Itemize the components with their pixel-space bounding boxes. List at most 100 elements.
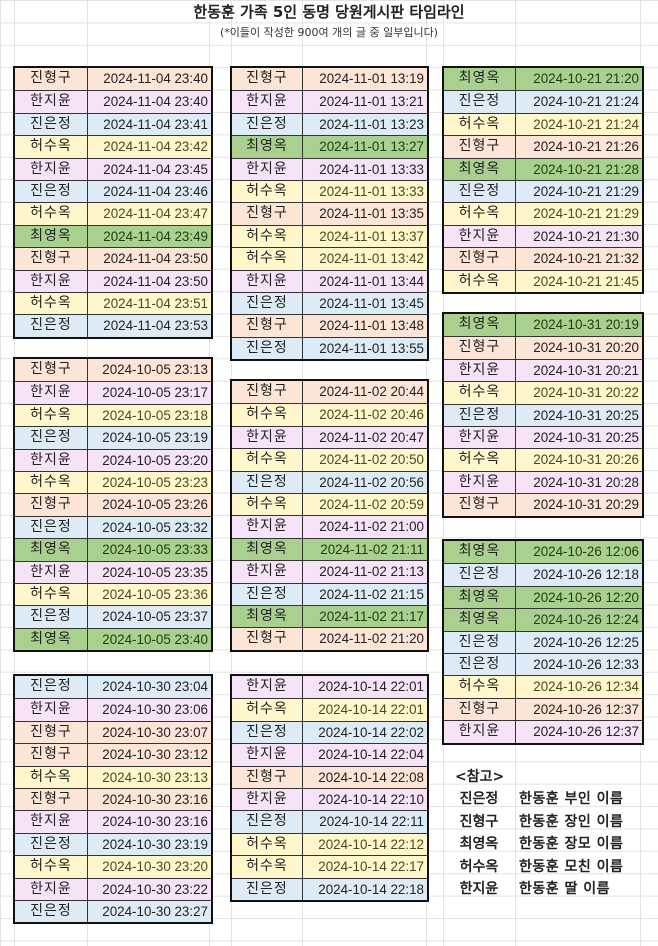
post-datetime-cell: 2024-10-30 23:06 — [102, 702, 208, 718]
table-row: 진은정 2024-10-14 22:02 — [232, 720, 427, 744]
table-row: 진형구 2024-10-31 20:29 — [444, 493, 642, 516]
author-name-cell: 한지윤 — [15, 158, 88, 180]
reference-legend: <참고> 진은정 한동훈 부인 이름 진형구 한동훈 장인 이름 최영옥 한동훈… — [443, 766, 643, 900]
post-datetime-cell: 2024-10-31 20:20 — [533, 340, 639, 356]
reference-name: 한지윤 — [459, 880, 499, 897]
reference-name: 최영옥 — [459, 836, 499, 853]
post-datetime-cell: 2024-11-02 21:11 — [320, 541, 424, 557]
table-row: 최영옥 2024-10-05 23:40 — [15, 627, 211, 651]
author-name-cell: 최영옥 — [444, 609, 516, 631]
table-row: 진형구 2024-10-30 23:07 — [15, 720, 211, 744]
author-name-cell: 허수옥 — [232, 699, 303, 721]
table-row: 진은정 2024-10-14 22:11 — [232, 810, 427, 833]
table-row: 한지윤 2024-10-05 23:17 — [15, 381, 211, 404]
post-datetime-cell: 2024-10-05 23:17 — [102, 385, 208, 401]
author-name-cell: 진형구 — [15, 68, 88, 91]
post-datetime-cell: 2024-11-04 23:42 — [103, 139, 208, 155]
timeline-table: 한지윤 2024-10-14 22:01 허수옥 2024-10-14 22:01 진은… — [230, 674, 429, 902]
author-name-cell: 진형구 — [15, 359, 88, 382]
author-name-cell: 진은정 — [232, 471, 303, 493]
table-row: 최영옥 2024-10-31 20:19 — [444, 314, 642, 337]
author-name-cell: 최영옥 — [232, 538, 303, 561]
table-row: 최영옥 2024-10-21 21:28 — [444, 157, 642, 180]
post-datetime-cell: 2024-10-05 23:33 — [102, 542, 208, 558]
author-name-cell: 한지윤 — [232, 158, 303, 180]
post-datetime-cell: 2024-10-30 23:16 — [102, 814, 208, 830]
table-row: 진은정 2024-10-14 22:18 — [232, 877, 427, 900]
post-datetime-cell: 2024-10-30 23:16 — [102, 791, 208, 807]
author-name-cell: 한지윤 — [15, 270, 88, 292]
author-name-cell: 진은정 — [444, 180, 516, 203]
author-name-cell: 진은정 — [15, 516, 88, 539]
post-datetime-cell: 2024-10-14 22:11 — [319, 814, 424, 830]
table-row: 한지윤 2024-10-30 23:22 — [15, 877, 211, 900]
table-row: 최영옥 2024-10-26 12:24 — [444, 608, 642, 631]
author-name-cell: 허수옥 — [444, 203, 516, 225]
post-datetime-cell: 2024-10-31 20:21 — [533, 362, 639, 378]
post-datetime-cell: 2024-10-05 23:26 — [102, 497, 208, 513]
table-row: 최영옥 2024-10-26 12:20 — [444, 585, 642, 609]
post-datetime-cell: 2024-11-04 23:41 — [103, 116, 208, 132]
table-row: 최영옥 2024-11-04 23:49 — [15, 224, 211, 248]
table-row: 한지윤 2024-11-01 13:33 — [232, 157, 427, 180]
author-name-cell: 진형구 — [444, 136, 516, 158]
post-datetime-cell: 2024-11-02 21:15 — [319, 586, 424, 602]
post-datetime-cell: 2024-10-21 21:28 — [533, 161, 639, 177]
post-datetime-cell: 2024-10-21 21:45 — [533, 273, 639, 289]
table-row: 진은정 2024-10-30 23:19 — [15, 832, 211, 856]
post-datetime-cell: 2024-11-01 13:19 — [319, 71, 424, 86]
reference-row: 한지윤 한동훈 딸 이름 — [443, 878, 643, 900]
author-name-cell: 허수옥 — [232, 225, 303, 248]
table-row: 최영옥 2024-11-01 13:27 — [232, 135, 427, 158]
table-row: 진은정 2024-10-21 21:29 — [444, 179, 642, 203]
table-row: 진형구 2024-10-30 23:12 — [15, 743, 211, 766]
table-row: 허수옥 2024-10-21 21:29 — [444, 202, 642, 225]
author-name-cell: 한지윤 — [444, 359, 516, 382]
timeline-table: 진형구 2024-11-04 23:40 한지윤 2024-11-04 23:40 진은… — [13, 66, 213, 339]
author-name-cell: 허수옥 — [15, 404, 88, 427]
author-name-cell: 진형구 — [232, 766, 303, 788]
author-name-cell: 한지윤 — [15, 878, 88, 900]
author-name-cell: 진은정 — [444, 564, 516, 586]
post-datetime-cell: 2024-10-05 23:20 — [102, 452, 208, 468]
author-name-cell: 진은정 — [232, 337, 303, 360]
table-row: 진은정 2024-11-02 20:56 — [232, 470, 427, 493]
author-name-cell: 허수옥 — [232, 180, 303, 203]
post-datetime-cell: 2024-11-04 23:51 — [103, 295, 208, 311]
author-name-cell: 허수옥 — [15, 292, 88, 315]
table-row: 진은정 2024-10-31 20:25 — [444, 403, 642, 426]
author-name-cell: 진형구 — [444, 337, 516, 359]
author-name-cell: 한지윤 — [15, 699, 88, 721]
table-row: 진은정 2024-10-05 23:37 — [15, 605, 211, 628]
author-name-cell: 한지윤 — [232, 426, 303, 449]
table-row: 허수옥 2024-11-04 23:42 — [15, 135, 211, 158]
post-datetime-cell: 2024-10-14 22:12 — [318, 836, 424, 852]
table-row: 최영옥 2024-10-05 23:33 — [15, 538, 211, 561]
timeline-table: 진형구 2024-11-02 20:44 허수옥 2024-11-02 20:46 한지… — [230, 379, 429, 652]
table-row: 허수옥 2024-10-14 22:01 — [232, 698, 427, 721]
post-datetime-cell: 2024-10-26 12:20 — [533, 589, 639, 605]
table-row: 최영옥 2024-11-02 21:11 — [232, 537, 427, 561]
post-datetime-cell: 2024-10-05 23:40 — [102, 631, 208, 647]
author-name-cell: 진형구 — [232, 628, 303, 650]
reference-desc: 한동훈 장인 이름 — [519, 813, 624, 830]
post-datetime-cell: 2024-10-05 23:19 — [102, 430, 208, 446]
author-name-cell: 진은정 — [444, 404, 516, 426]
table-row: 진형구 2024-10-05 23:26 — [15, 493, 211, 516]
table-row: 허수옥 2024-10-30 23:13 — [15, 765, 211, 788]
page-subtitle: (*이들이 작성한 900여 개의 글 중 일부입니다) — [220, 26, 438, 39]
post-datetime-cell: 2024-10-21 21:24 — [533, 116, 639, 132]
author-name-cell: 진형구 — [232, 68, 303, 91]
table-row: 허수옥 2024-10-05 23:18 — [15, 403, 211, 427]
author-name-cell: 허수옥 — [232, 856, 303, 878]
table-row: 진은정 2024-10-30 23:04 — [15, 676, 211, 699]
author-name-cell: 한지윤 — [232, 91, 303, 113]
post-datetime-cell: 2024-11-02 20:59 — [319, 496, 424, 512]
author-name-cell: 허수옥 — [232, 404, 303, 426]
author-name-cell: 진은정 — [15, 315, 88, 337]
author-name-cell: 진은정 — [15, 180, 88, 203]
author-name-cell: 허수옥 — [444, 113, 516, 136]
table-row: 한지윤 2024-10-14 22:10 — [232, 787, 427, 811]
post-datetime-cell: 2024-11-04 23:46 — [103, 183, 208, 199]
post-datetime-cell: 2024-10-31 20:25 — [533, 407, 639, 423]
